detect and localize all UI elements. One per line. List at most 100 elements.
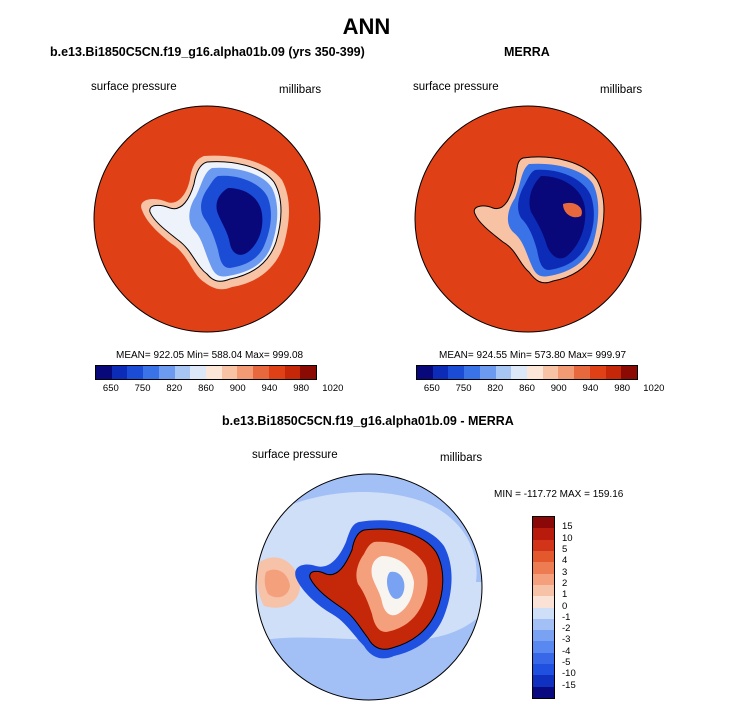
panel3-colorbar-tick-label: 2 bbox=[562, 577, 568, 589]
panel1-title: b.e13.Bi1850C5CN.f19_g16.alpha01b.09 (yr… bbox=[50, 45, 365, 59]
panel1-colorbar-tick-label: 1020 bbox=[322, 383, 344, 394]
panel3-interior-blue bbox=[387, 571, 405, 599]
panel3-colorbar-tick-label: -1 bbox=[562, 611, 571, 623]
panel3-colorbar-box bbox=[533, 618, 554, 631]
panel2-colorbar-box bbox=[511, 366, 528, 379]
panel1-plateau-deep bbox=[216, 188, 263, 255]
panel2-stats: MEAN= 924.55 Min= 573.80 Max= 999.97 bbox=[439, 350, 627, 361]
panel1-colorbar-box bbox=[143, 366, 159, 379]
panel2-colorbar-box bbox=[558, 366, 575, 379]
panel3-colorbar-box bbox=[533, 550, 554, 563]
panel1-colorbar: 650 750 820 860 900 940 980 1020 bbox=[95, 365, 343, 394]
panel2-coastline bbox=[473, 156, 605, 284]
panel2-plateau-deep bbox=[529, 176, 586, 259]
panel1-colorbar-box bbox=[158, 366, 175, 379]
panel1-colorbar-box bbox=[268, 366, 285, 379]
panel3-colorbar-box bbox=[533, 630, 554, 642]
panel3-colorbar-box bbox=[533, 517, 554, 529]
panel1-colorbar-tick-label: 650 bbox=[102, 383, 119, 394]
panel2-colorbar-box bbox=[464, 366, 480, 379]
panel2-units-label: millibars bbox=[600, 84, 643, 96]
panel1-polar-map bbox=[93, 105, 321, 333]
panel2-colorbar-box bbox=[589, 366, 606, 379]
panel3-colorbar-box bbox=[533, 596, 554, 608]
panel3-colorbar-box bbox=[533, 528, 554, 540]
panel2-colorbar-box bbox=[527, 366, 543, 379]
panel3-colorbar-tick-label: 3 bbox=[562, 566, 568, 578]
panel1-colorbar-tick-label: 750 bbox=[134, 383, 151, 394]
panel2-colorbar-box bbox=[479, 366, 496, 379]
panel1-colorbar-box bbox=[127, 366, 144, 379]
panel1-colorbar-box bbox=[221, 366, 238, 379]
panel2-colorbar-tick-label: 650 bbox=[423, 383, 440, 394]
panel2-colorbar-tick-label: 940 bbox=[582, 383, 599, 394]
panel1-colorbar-box bbox=[253, 366, 269, 379]
panel3-colorbar-box bbox=[533, 652, 554, 665]
panel2-ridge bbox=[563, 202, 582, 218]
panel3-coastline bbox=[309, 528, 444, 650]
panel3-colorbar-tick-label: 5 bbox=[562, 543, 568, 555]
panel1-colorbar-box bbox=[300, 366, 317, 379]
panel1-colorbar-tick-label: 980 bbox=[293, 383, 310, 394]
panel2-colorbar-tick-label: 750 bbox=[455, 383, 472, 394]
panel3-colorbar-tick-label: -5 bbox=[562, 657, 571, 669]
panel3-colorbar-ticks: 15 10 5 4 3 2 1 0 -1 -2 -3 -4 -5 -10 -15 bbox=[562, 516, 592, 697]
panel2-colorbar-box bbox=[448, 366, 465, 379]
panel3-colorbar-box bbox=[533, 641, 554, 653]
panel1-colorbar-box bbox=[174, 366, 191, 379]
panel3-colorbar bbox=[532, 516, 555, 699]
panel1-colorbar-box bbox=[284, 366, 301, 379]
panel1-stats: MEAN= 922.05 Min= 588.04 Max= 999.08 bbox=[116, 350, 304, 361]
panel3-colorbar-tick-label: 15 bbox=[562, 521, 573, 533]
panel2-colorbar-box bbox=[495, 366, 512, 379]
panel3-colorbar-box bbox=[533, 607, 554, 619]
panel3-neg-ring bbox=[256, 474, 482, 582]
panel2-colorbar-tick-label: 900 bbox=[550, 383, 567, 394]
panel1-variable-label: surface pressure bbox=[91, 81, 177, 93]
panel3-colorbar-box bbox=[533, 675, 554, 687]
panel2-polar-map bbox=[414, 105, 642, 333]
panel3-colorbar-box bbox=[533, 584, 554, 597]
panel1-units-label: millibars bbox=[279, 84, 322, 96]
panel3-colorbar-tick-label: -3 bbox=[562, 634, 571, 646]
panel2-colorbar-box bbox=[621, 366, 638, 379]
panel2-colorbar-tick-label: 980 bbox=[614, 383, 631, 394]
panel3-variable-label: surface pressure bbox=[252, 449, 338, 461]
panel3-colorbar-box bbox=[533, 562, 554, 574]
panel3-colorbar-box bbox=[533, 664, 554, 676]
panel2-colorbar: 650 750 820 860 900 940 980 1020 bbox=[416, 365, 664, 394]
panel1-colorbar-tick-label: 820 bbox=[166, 383, 183, 394]
figure-title: ANN bbox=[342, 14, 391, 39]
panel3-neg-south bbox=[256, 612, 482, 700]
panel3-colorbar-box bbox=[533, 573, 554, 585]
panel3-colorbar-tick-label: -15 bbox=[562, 679, 576, 691]
panel1-colorbar-tick-label: 900 bbox=[229, 383, 246, 394]
panel3-stats: MIN = -117.72 MAX = 159.16 bbox=[494, 489, 624, 500]
panel3-title: b.e13.Bi1850C5CN.f19_g16.alpha01b.09 - M… bbox=[222, 414, 514, 428]
panel3-colorbar-tick-label: -4 bbox=[562, 645, 571, 657]
panel1-colorbar-box bbox=[111, 366, 128, 379]
panel1-colorbar-box bbox=[206, 366, 222, 379]
panel2-variable-label: surface pressure bbox=[413, 81, 499, 93]
panel1-colorbar-box bbox=[237, 366, 254, 379]
panel3-colorbar-tick-label: 0 bbox=[562, 600, 568, 612]
panel2-colorbar-tick-label: 1020 bbox=[643, 383, 665, 394]
panel3-colorbar-tick-label: 1 bbox=[562, 589, 568, 601]
panel3-polar-map bbox=[255, 473, 483, 701]
panel3-colorbar-tick-label: 10 bbox=[562, 532, 573, 544]
panel2-colorbar-box bbox=[417, 366, 433, 379]
panel1-colorbar-tick-label: 860 bbox=[198, 383, 214, 394]
panel3-colorbar-box bbox=[533, 539, 554, 551]
panel1-colorbar-box bbox=[190, 366, 207, 379]
panel1-coastline bbox=[149, 161, 282, 282]
panel2-colorbar-box bbox=[574, 366, 590, 379]
panel2-title: MERRA bbox=[504, 45, 550, 59]
panel2-colorbar-box bbox=[605, 366, 622, 379]
panel2-colorbar-tick-label: 860 bbox=[519, 383, 535, 394]
panel3-colorbar-box bbox=[533, 686, 554, 698]
panel2-colorbar-box bbox=[542, 366, 559, 379]
panel3-pos-west-inner bbox=[264, 569, 290, 598]
panel3-colorbar-tick-label: 4 bbox=[562, 555, 568, 567]
panel1-colorbar-tick-label: 940 bbox=[261, 383, 278, 394]
panel3-colorbar-tick-label: -10 bbox=[562, 668, 576, 680]
